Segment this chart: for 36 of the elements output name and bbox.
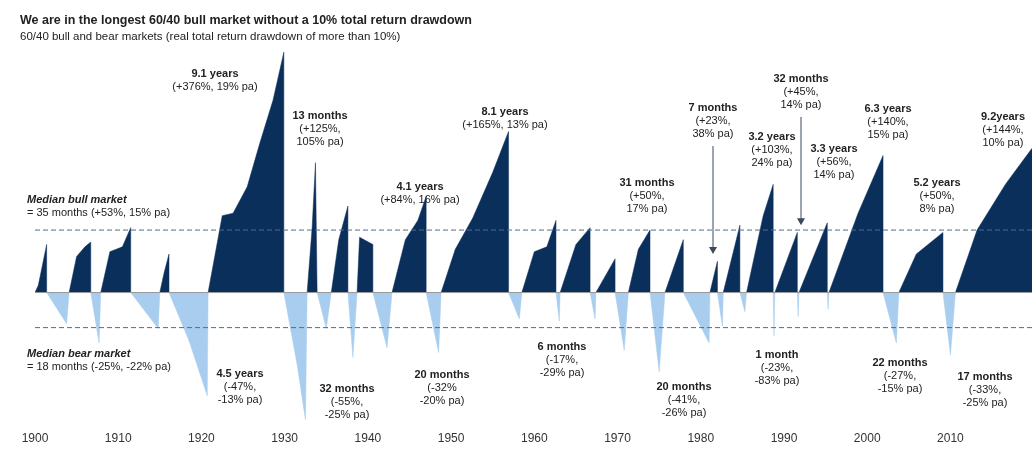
annotation: 4.5 years (-47%, -13% pa): [216, 367, 264, 405]
x-tick-label: 1970: [604, 430, 632, 445]
annotation: 9.2years (+144%, 10% pa): [980, 110, 1026, 148]
annotation: 22 months (-27%, -15% pa): [872, 356, 928, 394]
annotation: 13 months (+125%, 105% pa): [292, 109, 348, 147]
x-tick-label: 1980: [687, 430, 715, 445]
x-tick-label: 1930: [271, 430, 299, 445]
annotation: 32 months (-55%, -25% pa): [319, 382, 375, 420]
chart-subtitle: 60/40 bull and bear markets (real total return drawdown of more than 10%): [20, 30, 401, 42]
annotation: 6.3 years (+140%, 15% pa): [864, 102, 912, 140]
x-tick-label: 1900: [21, 430, 49, 445]
annotation: 6 months (-17%, -29% pa): [537, 340, 587, 378]
annotation: 31 months (+50%, 17% pa): [619, 176, 675, 214]
x-tick-label: 1910: [104, 430, 132, 445]
annotation: Median bull market = 35 months (+53%, 15% pa): [27, 193, 171, 218]
annotation: 20 months (-41%, -26% pa): [656, 380, 712, 418]
annotation: 4.1 years (+84%, 16% pa): [380, 180, 460, 205]
annotation: 3.2 years (+103%, 24% pa): [748, 130, 796, 168]
x-tick-label: 1940: [354, 430, 382, 445]
annotation: 8.1 years (+165%, 13% pa): [462, 105, 548, 130]
x-tick-label: 2010: [937, 430, 965, 445]
annotation: 9.1 years (+376%, 19% pa): [172, 67, 258, 92]
annotation: 32 months (+45%, 14% pa): [773, 72, 829, 110]
x-tick-label: 1960: [520, 430, 548, 445]
annotation: Median bear market = 18 months (-25%, -22% pa): [27, 347, 171, 372]
x-tick-label: 1950: [437, 430, 465, 445]
chart-title: We are in the longest 60/40 bull market without a 10% total return drawdown: [20, 13, 472, 27]
annotation: 17 months (-33%, -25% pa): [957, 370, 1013, 408]
annotation: 7 months (+23%, 38% pa): [688, 101, 738, 139]
annotation: 5.2 years (+50%, 8% pa): [913, 176, 961, 214]
annotation: 20 months (-32% -20% pa): [414, 368, 470, 406]
x-tick-label: 1920: [188, 430, 216, 445]
annotation: 3.3 years (+56%, 14% pa): [810, 142, 858, 180]
x-tick-label: 2000: [853, 430, 881, 445]
x-tick-label: 1990: [770, 430, 798, 445]
annotation: 1 month (-23%, -83% pa): [754, 348, 800, 386]
